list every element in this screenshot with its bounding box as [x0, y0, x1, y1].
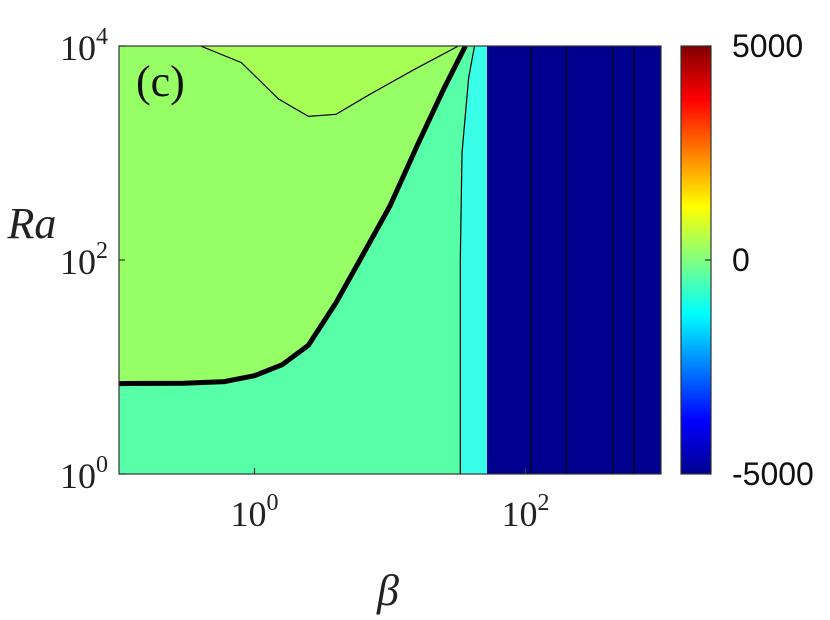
- x-tick-label-1: 102: [502, 490, 550, 534]
- cyan-band-region: [460, 46, 487, 474]
- x-axis-ticks: 100 102: [231, 468, 550, 534]
- cyan-boundary-line: [459, 46, 476, 474]
- colorbar-tick-label-0: 5000: [732, 28, 803, 64]
- upper-contour-line: [200, 46, 459, 118]
- y-axis-title: Ra: [7, 199, 57, 248]
- y-tick-label-2: 104: [60, 24, 108, 68]
- zero-contour-line: [119, 46, 468, 387]
- x-tick-label-0: 100: [231, 490, 279, 534]
- colorbar-ticks: 5000 0 -5000: [705, 28, 814, 492]
- y-axis-ticks: 100 102 104: [60, 24, 125, 496]
- negative-region: [487, 46, 661, 474]
- upper-region: [119, 46, 661, 384]
- negative-region-contour-lines: [530, 46, 635, 474]
- y-tick-label-1: 102: [60, 238, 108, 282]
- y-tick-label-0: 100: [60, 452, 108, 496]
- panel-label: (c): [136, 57, 185, 106]
- top-lobe-region: [200, 46, 459, 117]
- colorbar-tick-label-1: 0: [732, 242, 750, 278]
- colorbar-tick-label-2: -5000: [732, 456, 814, 492]
- x-axis-title: β: [376, 566, 399, 615]
